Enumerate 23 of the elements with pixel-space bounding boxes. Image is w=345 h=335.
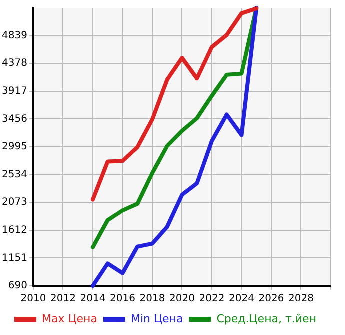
y-tick-label: 690 — [8, 280, 28, 292]
x-tick-label: 2024 — [229, 294, 254, 305]
x-tick-label: 2012 — [50, 294, 76, 305]
legend-label: Min Цена — [130, 312, 184, 326]
y-tick-label: 2995 — [2, 142, 28, 153]
x-tick-label: 2028 — [288, 294, 314, 305]
y-tick-label: 4378 — [2, 58, 28, 70]
y-tick-label: 2073 — [2, 197, 28, 208]
y-tick-label: 3456 — [2, 114, 28, 125]
legend-label: Max Цена — [42, 312, 98, 326]
x-tick-label: 2026 — [258, 294, 284, 305]
y-tick-label: 4839 — [2, 30, 28, 42]
y-tick-label: 1151 — [2, 252, 28, 264]
x-tick-label: 2020 — [170, 294, 195, 305]
x-tick-label: 2014 — [80, 294, 106, 305]
x-tick-label: 2022 — [199, 294, 225, 305]
x-tick-label: 2016 — [110, 294, 136, 305]
y-tick-label: 1612 — [2, 224, 28, 236]
x-tick-label: 2010 — [20, 294, 46, 305]
y-tick-label: 2534 — [2, 169, 28, 180]
y-tick-label: 3917 — [2, 86, 28, 97]
x-tick-label: 2018 — [140, 294, 166, 305]
legend-label: Сред.Цена, т.йен — [216, 312, 317, 326]
